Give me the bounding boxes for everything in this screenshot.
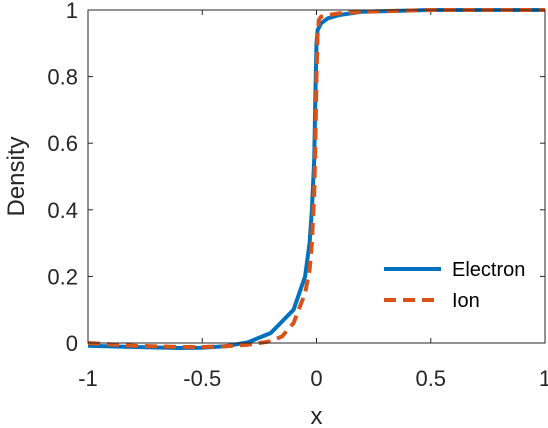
series-line-ion bbox=[87, 8, 545, 349]
x-axis-label: x bbox=[311, 403, 323, 428]
y-axis-label: Density bbox=[3, 136, 30, 216]
y-tick-label: 0.4 bbox=[47, 198, 78, 223]
x-tick-label: 0 bbox=[310, 366, 322, 391]
plot-area-border bbox=[87, 9, 546, 344]
x-tick-label: 0.5 bbox=[415, 366, 446, 391]
legend-label-electron: Electron bbox=[452, 259, 525, 281]
y-tick-label: 0.6 bbox=[47, 131, 78, 156]
series-lines bbox=[87, 8, 545, 350]
y-tick-label: 0.2 bbox=[47, 264, 78, 289]
x-tick-label: -1 bbox=[78, 366, 98, 391]
legend-label-ion: Ion bbox=[452, 290, 480, 312]
tick-labels: -1 -0.5 0 0.5 1 0 0.2 0.4 0.6 0.8 1 bbox=[47, 0, 548, 391]
y-tick-label: 0 bbox=[66, 331, 78, 356]
y-tick-label: 0.8 bbox=[47, 65, 78, 90]
x-tick-label: -0.5 bbox=[183, 366, 221, 391]
x-tick-label: 1 bbox=[539, 366, 548, 391]
legend: Electron Ion bbox=[384, 259, 525, 312]
y-tick-label: 1 bbox=[66, 0, 78, 23]
